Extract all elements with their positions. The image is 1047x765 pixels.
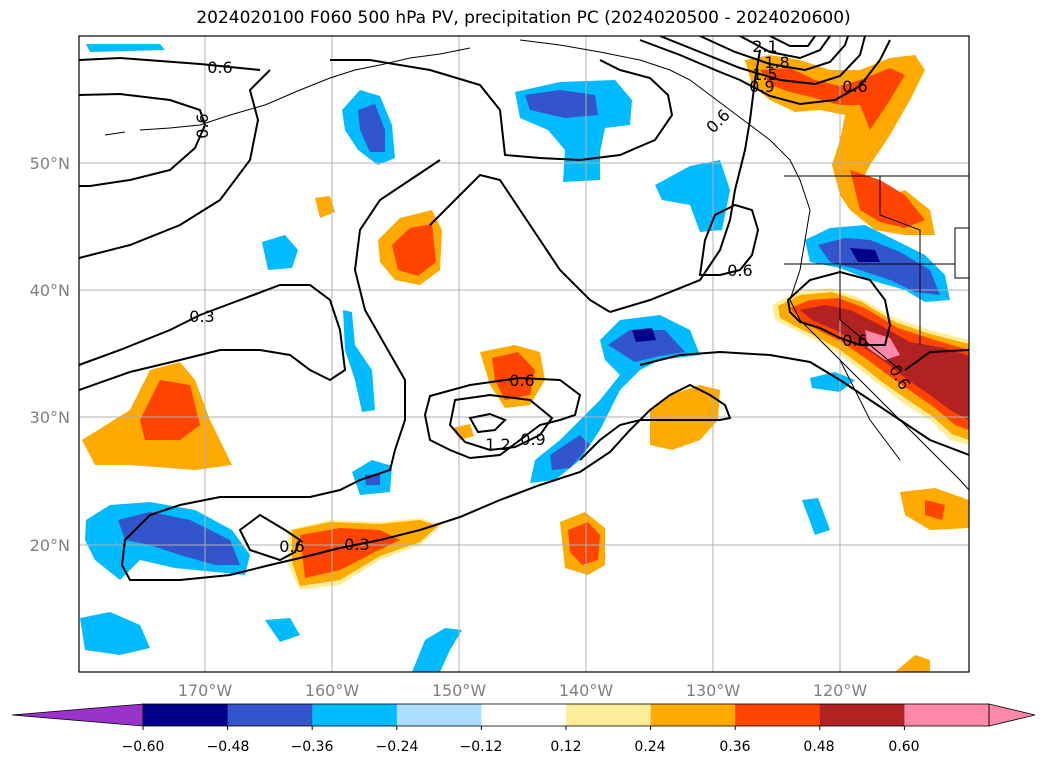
colorbar-extend-min (11, 703, 144, 727)
colorbar-swatch (396, 704, 482, 726)
contour-label: 0.3 (344, 535, 369, 554)
lat-label: 20°N (30, 536, 70, 555)
colorbar-swatch (904, 704, 990, 726)
map-title: 2024020100 F060 500 hPa PV, precipitatio… (196, 8, 851, 28)
pv-contours (79, 36, 969, 581)
colorbar-extend-max (988, 703, 1036, 727)
colorbar-tick-label: 0.36 (719, 739, 750, 755)
colorbar-tick-label: 0.12 (550, 739, 581, 755)
contour-label: 0.6 (842, 331, 867, 350)
lon-label: 120°W (813, 681, 868, 700)
colorbar-tick-label: 0.60 (888, 739, 919, 755)
colorbar-tick-label: 0.48 (803, 739, 834, 755)
colorbar-tick-label: −0.24 (376, 739, 419, 755)
lon-label: 160°W (305, 681, 360, 700)
contour-label: 0.6 (207, 58, 232, 77)
colorbar-swatch (312, 704, 398, 726)
contour-label: 0.6 (279, 537, 304, 556)
colorbar-tick-label: −0.60 (122, 739, 165, 755)
colorbar-swatch (143, 704, 229, 726)
contour-label: 1.8 (764, 53, 789, 72)
map-area (79, 36, 969, 672)
colorbar (11, 703, 1036, 730)
contour-label: 1.2 (485, 435, 510, 454)
contour-label: 1.5 (752, 65, 777, 84)
contour-label: 0.3 (189, 307, 214, 326)
contour-label: 0.6 (842, 77, 867, 96)
graticule (79, 36, 969, 672)
colorbar-tick-label: −0.36 (291, 739, 334, 755)
contour-label: 0.6 (193, 113, 212, 138)
lon-label: 140°W (559, 681, 614, 700)
colorbar-swatch (650, 704, 736, 726)
contour-label: 0.6 (727, 261, 752, 280)
precip-fields (80, 44, 969, 672)
map-frame (78, 35, 970, 673)
lon-labels: 170°W 160°W 150°W 140°W 130°W 120°W (178, 681, 868, 700)
colorbar-swatch (481, 704, 567, 726)
colorbar-tick-label: −0.48 (207, 739, 250, 755)
colorbar-swatch (819, 704, 905, 726)
colorbar-tick-label: −0.12 (460, 739, 503, 755)
colorbar-swatch (735, 704, 821, 726)
contour-label: 0.9 (749, 77, 774, 96)
lat-labels: 50°N 40°N 30°N 20°N (30, 154, 70, 555)
lon-label: 170°W (178, 681, 233, 700)
lat-label: 50°N (30, 154, 70, 173)
contour-label: 2.1 (752, 37, 777, 56)
colorbar-swatch (227, 704, 313, 726)
lat-label: 30°N (30, 408, 70, 427)
colorbar-tick-labels: −0.60 −0.48 −0.36 −0.24 −0.12 0.12 0.24 … (122, 739, 920, 755)
lon-label: 150°W (432, 681, 487, 700)
lon-label: 130°W (686, 681, 741, 700)
lat-label: 40°N (30, 281, 70, 300)
contour-label: 0.6 (509, 371, 534, 390)
contour-label: 0.9 (520, 430, 545, 449)
colorbar-tick-label: 0.24 (634, 739, 665, 755)
colorbar-swatch (566, 704, 652, 726)
